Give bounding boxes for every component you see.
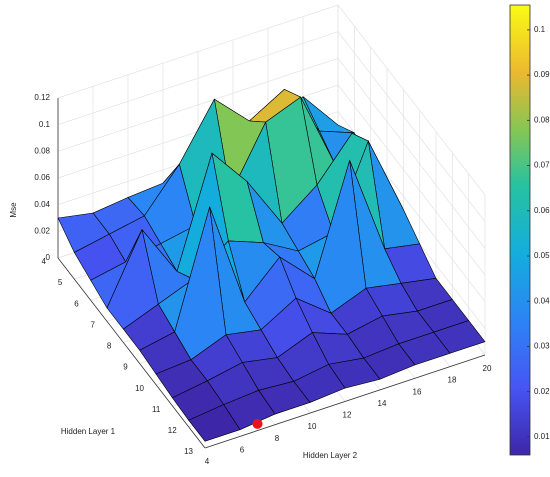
x-tick-label: 8 bbox=[275, 434, 280, 443]
z-grid-line bbox=[337, 4, 486, 196]
y-tick-label: 5 bbox=[58, 278, 63, 287]
y-tick-label: 6 bbox=[74, 299, 79, 308]
colorbar-tick-label: 0.05 bbox=[534, 251, 550, 260]
x-tick-label: 20 bbox=[483, 364, 492, 373]
y-tick-label: 8 bbox=[107, 342, 112, 351]
colorbar-tick-label: 0.02 bbox=[534, 387, 550, 396]
z-grid-line bbox=[337, 58, 486, 249]
y-axis-label: Hidden Layer 1 bbox=[61, 427, 116, 436]
colorbar-tick-label: 0.09 bbox=[534, 70, 550, 79]
colorbar-tick-label: 0.01 bbox=[534, 432, 550, 441]
x-tick-label: 16 bbox=[413, 387, 422, 396]
x-tick-label: 14 bbox=[378, 399, 387, 408]
y-tick-label: 11 bbox=[152, 405, 161, 414]
z-tick-label: 0.08 bbox=[34, 146, 50, 155]
x-tick-label: 6 bbox=[240, 445, 245, 454]
x-tick-label: 4 bbox=[205, 457, 210, 466]
colorbar-tick-label: 0.06 bbox=[534, 206, 550, 215]
z-tick-label: 0.1 bbox=[39, 120, 51, 129]
y-tick-label: 7 bbox=[91, 320, 96, 329]
z-tick-label: 0 bbox=[46, 253, 51, 262]
x-tick-label: 12 bbox=[343, 411, 352, 420]
x-axis-label: Hidden Layer 2 bbox=[303, 451, 358, 460]
z-tick-label: 0.02 bbox=[34, 226, 50, 235]
z-grid-line bbox=[337, 31, 486, 222]
y-tick-label: 10 bbox=[135, 384, 144, 393]
y-tick-label: 4 bbox=[42, 257, 47, 266]
colorbar-tick-label: 0.07 bbox=[534, 161, 550, 170]
colorbar bbox=[509, 4, 531, 456]
z-tick-label: 0.04 bbox=[34, 200, 50, 209]
x-tick-label: 18 bbox=[448, 376, 457, 385]
z-grid-line bbox=[337, 84, 486, 276]
x-tick-label: 10 bbox=[308, 422, 317, 431]
axis-line bbox=[57, 257, 206, 449]
colorbar-tick-label: 0.03 bbox=[534, 342, 550, 351]
surface-patch bbox=[188, 404, 241, 442]
z-tick-label: 0.12 bbox=[34, 93, 50, 102]
y-tick-label: 13 bbox=[184, 447, 193, 456]
min-marker bbox=[252, 418, 263, 429]
colorbar-tick-label: 0.1 bbox=[534, 25, 546, 34]
z-tick-label: 0.06 bbox=[34, 173, 50, 182]
colorbar-tick-label: 0.04 bbox=[534, 296, 550, 305]
colorbar-tick-label: 0.08 bbox=[534, 115, 550, 124]
axis-line bbox=[204, 354, 486, 449]
y-tick-label: 12 bbox=[168, 426, 177, 435]
z-axis-label: Mse bbox=[9, 202, 18, 218]
y-tick-label: 9 bbox=[123, 363, 128, 372]
